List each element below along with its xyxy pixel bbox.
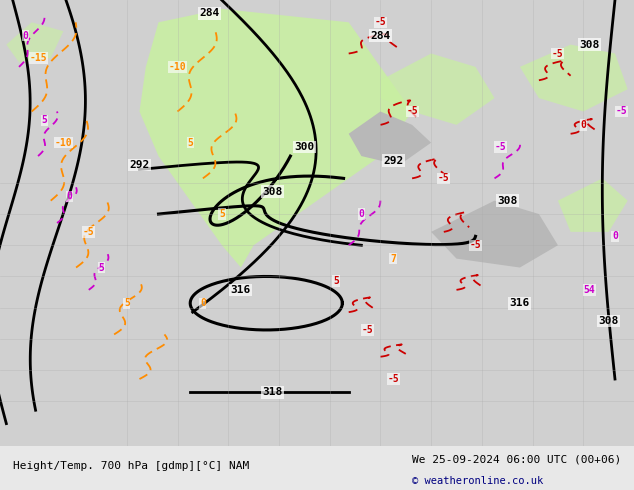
Text: -5: -5 [438,173,450,183]
Polygon shape [380,53,495,125]
Text: -15: -15 [29,53,47,63]
Text: -5: -5 [616,106,627,117]
Polygon shape [349,112,431,165]
Text: 0: 0 [580,120,586,130]
Text: -10: -10 [55,138,72,147]
Polygon shape [6,22,63,62]
Text: -5: -5 [362,325,373,335]
Text: We 25-09-2024 06:00 UTC (00+06): We 25-09-2024 06:00 UTC (00+06) [412,454,621,464]
Polygon shape [558,178,628,232]
Text: 316: 316 [510,298,530,308]
Text: 0: 0 [358,209,365,219]
Text: 5: 5 [98,263,105,272]
Text: -5: -5 [495,142,507,152]
Text: 54: 54 [584,285,595,295]
Text: 5: 5 [41,115,48,125]
Text: -10: -10 [169,62,186,72]
Text: -5: -5 [375,17,386,27]
Text: -5: -5 [83,227,94,237]
Polygon shape [520,45,628,112]
Text: 292: 292 [383,155,403,166]
Text: 5: 5 [124,298,130,308]
Text: 5: 5 [187,138,193,147]
Text: 5: 5 [333,276,339,286]
FancyBboxPatch shape [0,0,634,446]
Text: 7: 7 [390,254,396,264]
Text: 300: 300 [294,142,314,152]
Text: 316: 316 [231,285,251,295]
Text: 5: 5 [219,209,225,219]
Text: 308: 308 [579,40,600,49]
Text: -5: -5 [470,240,481,250]
Polygon shape [431,201,558,268]
Text: 0: 0 [22,31,29,41]
Text: © weatheronline.co.uk: © weatheronline.co.uk [412,476,543,486]
Polygon shape [139,9,412,268]
Text: 292: 292 [129,160,150,170]
Text: 284: 284 [370,31,391,41]
Text: 0: 0 [67,191,73,201]
Text: -5: -5 [552,49,564,58]
Text: -5: -5 [387,374,399,384]
Text: Height/Temp. 700 hPa [gdmp][°C] NAM: Height/Temp. 700 hPa [gdmp][°C] NAM [13,461,249,471]
Text: 308: 308 [598,316,619,326]
Text: 0: 0 [200,298,206,308]
Text: 308: 308 [497,196,517,206]
Text: -5: -5 [406,106,418,117]
Text: 284: 284 [199,8,219,19]
Text: 308: 308 [262,187,283,197]
Text: 0: 0 [612,231,618,242]
Text: 318: 318 [262,388,283,397]
